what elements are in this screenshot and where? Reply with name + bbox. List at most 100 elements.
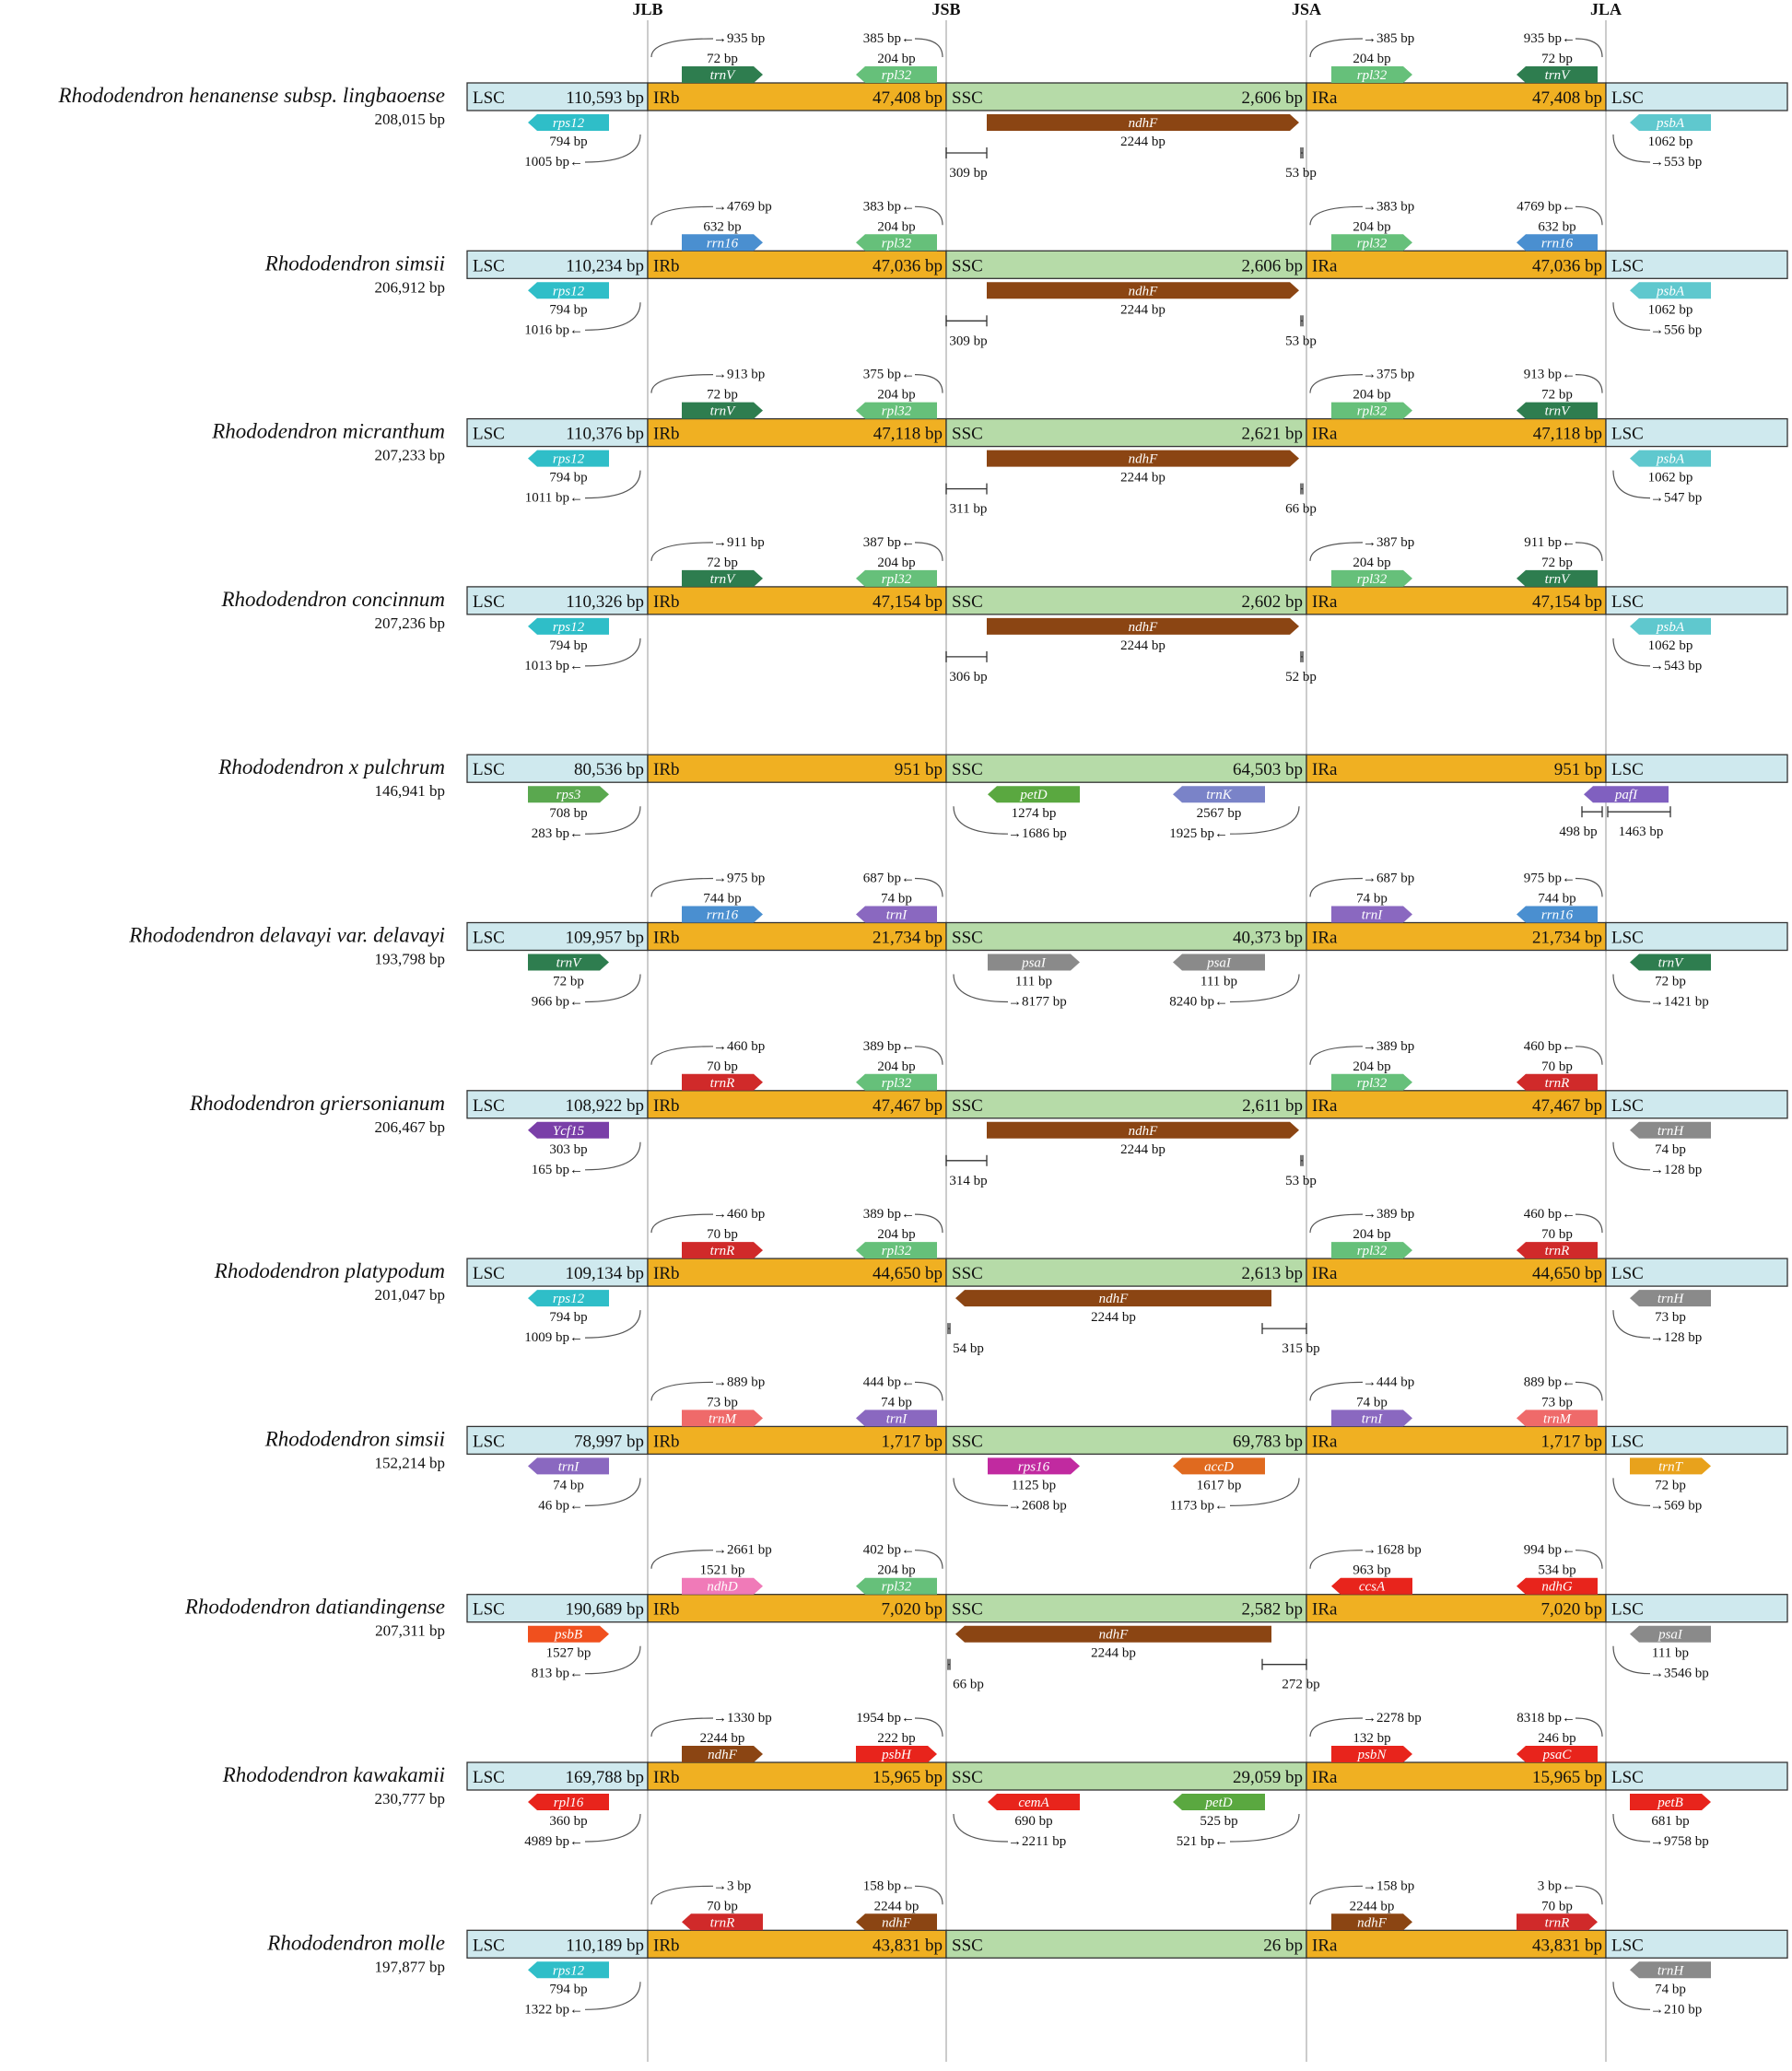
gene-label: psaC [1542, 1748, 1573, 1762]
distance-curve [914, 1213, 943, 1234]
distance-curve [1309, 205, 1364, 226]
segment-label: LSC [473, 88, 505, 108]
gene-distance: 1005 bp← [524, 155, 583, 170]
gene-length: 74 bp [1356, 892, 1388, 907]
gene-rpl32 [1331, 1073, 1412, 1091]
segment-label: IRa [1312, 760, 1338, 779]
gene-label: cemA [1018, 1796, 1049, 1810]
gene-label: trnV [710, 404, 737, 419]
gene-trnh [1630, 1121, 1711, 1139]
segment-length: 47,408 bp [1532, 88, 1602, 108]
gene-distance: →2278 bp [1363, 1711, 1422, 1726]
segment-length: 26 bp [1263, 1936, 1303, 1955]
gene-distance: →128 bp [1650, 1330, 1702, 1345]
species-name: Rhododendron simsii [264, 252, 445, 275]
gene-ndhf [955, 1290, 1271, 1307]
gene-length: 1617 bp [1197, 1478, 1242, 1492]
dimension-value: 309 bp [949, 166, 987, 181]
dimension-value: 309 bp [949, 333, 987, 348]
gene-length: 111 bp [1652, 1646, 1689, 1661]
segment-length: 2,606 bp [1242, 256, 1304, 275]
gene-length: 963 bp [1353, 1563, 1390, 1578]
gene-distance: →1686 bp [1008, 826, 1067, 841]
gene-distance: →389 bp [1363, 1207, 1414, 1222]
segment-label: IRb [653, 760, 680, 779]
gene-length: 2244 bp [874, 1899, 919, 1913]
distance-curve [584, 638, 641, 667]
species-total: 146,941 bp [375, 782, 446, 800]
distance-curve [584, 806, 641, 835]
gene-length: 794 bp [549, 302, 587, 317]
gene-distance: 687 bp← [863, 872, 915, 886]
segment-label: LSC [473, 929, 505, 948]
distance-curve [1612, 974, 1651, 1003]
gene-length: 690 bp [1014, 1814, 1052, 1829]
gene-distance: 1173 bp← [1170, 1498, 1228, 1513]
distance-curve [650, 1046, 714, 1065]
distance-curve [1575, 38, 1603, 58]
segment-irb [647, 82, 947, 111]
distance-curve [1575, 374, 1603, 393]
gene-trnv [682, 569, 763, 587]
distance-curve [953, 1478, 1009, 1506]
segment-lsc [466, 250, 649, 279]
segment-ira [1306, 1425, 1607, 1456]
gene-length: 70 bp [1541, 1059, 1573, 1074]
dimension-value: 1463 bp [1619, 825, 1664, 839]
dimension-value: 498 bp [1559, 825, 1597, 839]
gene-distance: →2211 bp [1008, 1834, 1066, 1849]
segment-length: 2,611 bp [1242, 1096, 1303, 1116]
gene-distance: →8177 bp [1008, 995, 1067, 1010]
gene-trnr [1517, 1242, 1598, 1259]
segment-label: IRb [653, 1096, 680, 1116]
segment-label: SSC [952, 929, 983, 948]
distance-curve [1575, 1046, 1603, 1065]
segment-length: 7,020 bp [1541, 1600, 1603, 1620]
gene-label: pafI [1614, 788, 1638, 802]
gene-rpl16 [528, 1794, 609, 1810]
segment-lsc [466, 1929, 649, 1959]
gene-label: trnV [1545, 404, 1572, 419]
dimension-value: 315 bp [1282, 1341, 1319, 1356]
gene-distance: 994 bp← [1524, 1543, 1575, 1558]
gene-rpl32 [1331, 1242, 1412, 1259]
segment-label: LSC [473, 1936, 505, 1955]
gene-ndhd [682, 1577, 763, 1595]
gene-distance: 913 bp← [1524, 368, 1575, 382]
segment-length: 110,593 bp [566, 88, 644, 108]
gene-distance: →128 bp [1650, 1163, 1702, 1177]
gene-length: 2244 bp [1091, 1646, 1136, 1661]
gene-distance: 4989 bp← [524, 1834, 583, 1849]
distance-curve [1575, 205, 1603, 226]
gene-distance: 1322 bp← [524, 2002, 583, 2017]
segment-ira [1306, 1594, 1607, 1623]
segment-lsc [466, 754, 649, 783]
gene-label: psaI [1206, 956, 1232, 971]
gene-trnv [1630, 954, 1711, 971]
distance-curve [1309, 1213, 1364, 1234]
segment-label: IRa [1312, 1600, 1338, 1620]
gene-trnh [1630, 1290, 1711, 1307]
segment-length: 110,326 bp [566, 592, 644, 612]
gene-length: 2244 bp [700, 1731, 745, 1746]
gene-length: 744 bp [703, 892, 741, 907]
gene-rpl32 [856, 569, 937, 587]
gene-length: 681 bp [1651, 1814, 1689, 1829]
gene-length: 111 bp [1015, 975, 1052, 989]
gene-label: ndhF [882, 1915, 912, 1930]
segment-length: 2,582 bp [1242, 1600, 1304, 1620]
gene-length: 222 bp [877, 1731, 915, 1746]
segment-lsc [1605, 417, 1788, 448]
species-total: 206,912 bp [375, 278, 446, 296]
segment-lsc [466, 586, 649, 615]
gene-distance: 383 bp← [863, 199, 915, 214]
gene-length: 1125 bp [1012, 1478, 1056, 1492]
gene-distance: 385 bp← [863, 31, 915, 46]
segment-length: 2,602 bp [1242, 592, 1304, 612]
segment-label: IRa [1312, 256, 1338, 275]
gene-length: 2244 bp [1120, 638, 1165, 653]
segment-label: SSC [952, 88, 983, 108]
gene-cema [988, 1794, 1080, 1810]
gene-label: psaI [1657, 1628, 1683, 1643]
gene-trnv [1517, 402, 1598, 419]
